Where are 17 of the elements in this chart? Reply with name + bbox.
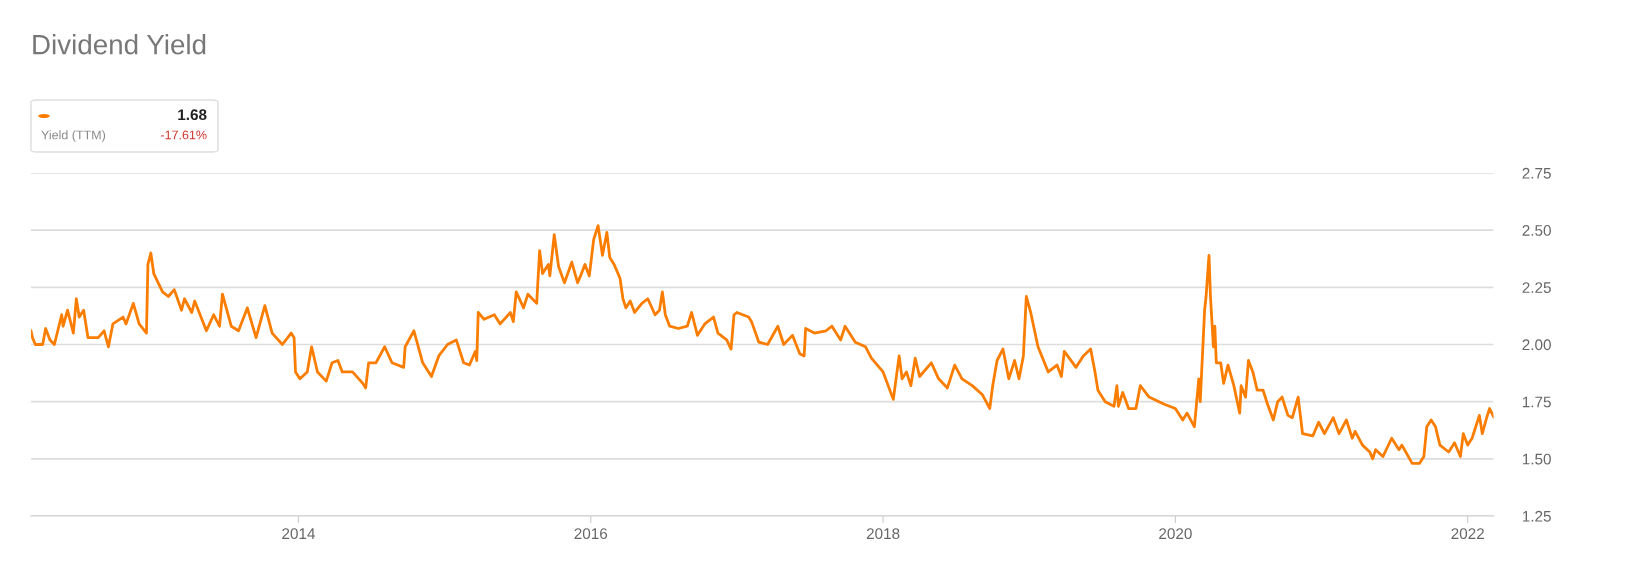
text: -17.61% <box>161 130 207 140</box>
x-tick-label: 2016 <box>574 528 608 540</box>
y-tick-label: 2.25 <box>1522 282 1551 294</box>
x-tick-label: 2014 <box>282 528 316 540</box>
chart-title: Dividend Yield <box>33 34 206 55</box>
line-series <box>31 224 1494 465</box>
y-tick-label: 2.00 <box>1522 339 1551 351</box>
x-tick-label: 2018 <box>866 528 900 540</box>
text: 1.68 <box>178 109 207 121</box>
y-tick-label: 1.75 <box>1522 396 1551 408</box>
y-tick-label: 1.25 <box>1522 510 1551 522</box>
y-tick-label: 1.50 <box>1522 453 1551 465</box>
y-tick-label: 2.50 <box>1522 225 1551 236</box>
x-tick-label: 2020 <box>1159 528 1192 540</box>
text: Yield (TTM) <box>41 130 106 142</box>
x-tick-label: 2022 <box>1451 528 1484 540</box>
y-tick-label: 2.75 <box>1522 167 1551 179</box>
